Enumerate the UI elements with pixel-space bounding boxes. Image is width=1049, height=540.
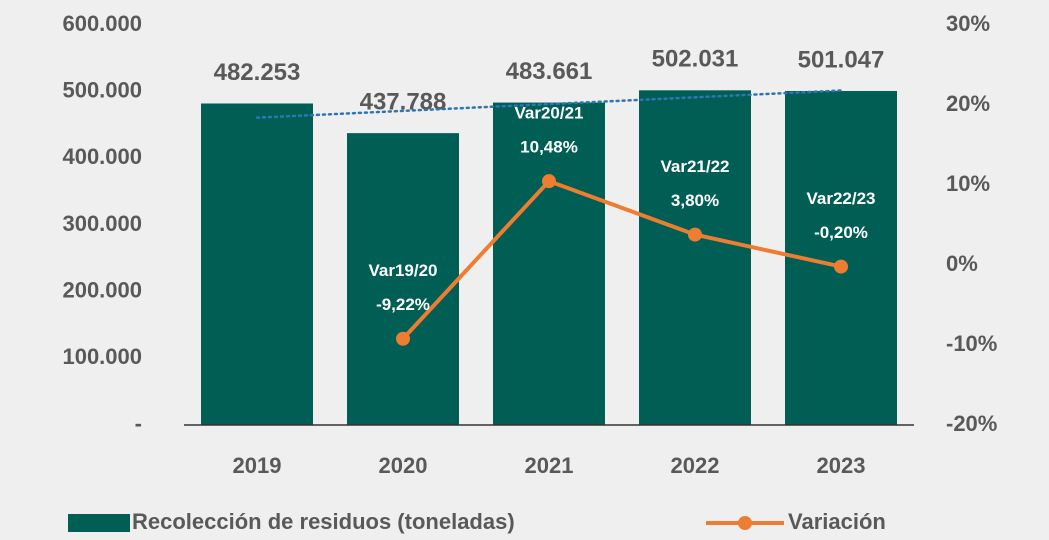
legend-point [738,516,752,530]
bar [639,90,751,425]
bar-value-label: 483.661 [506,58,593,85]
bar-value-label: 501.047 [798,46,885,73]
y2-tick-label: 0% [946,251,978,276]
x-tick-label: 2020 [379,453,428,478]
y-tick-label: 500.000 [62,77,142,102]
point-name-label: Var21/22 [660,157,729,176]
line-point [396,331,410,346]
line [401,178,842,341]
x-tick-label: 2019 [233,453,282,478]
point-name-label: Var20/21 [514,104,583,123]
y-tick-label: 100.000 [62,344,142,369]
line-value-label: -9,22% [376,295,430,314]
line-value-label: 3,80% [671,191,719,210]
y2-tick-label: -10% [946,331,997,356]
bar-value-label: 482.253 [214,59,301,86]
bar-value-label: 502.031 [652,46,739,73]
x-tick-label: 2022 [671,453,720,478]
point-name-label: Var22/23 [806,189,875,208]
trendline [255,89,843,119]
y2-tick-label: -20% [946,411,997,436]
y-tick-label: - [135,411,142,436]
x-tick-label: 2023 [817,453,866,478]
legend-label: Variación [788,509,886,534]
y-tick-label: 600.000 [62,11,142,36]
y-tick-label: 300.000 [62,211,142,236]
line-value-label: -0,20% [814,223,868,242]
legend-label: Recolección de residuos (toneladas) [132,509,515,534]
line-point [688,227,702,242]
line-point [542,174,556,189]
y-tick-label: 200.000 [62,277,142,302]
bar [201,103,313,426]
x-tick-label: 2021 [525,453,574,478]
line-point [834,259,848,274]
bar [493,102,605,426]
line-value-label: 10,48% [520,138,578,157]
point-name-label: Var19/20 [368,261,437,280]
y2-tick-label: 20% [946,91,990,116]
y-tick-label: 400.000 [62,144,142,169]
legend-swatch [68,514,130,532]
y2-tick-label: 30% [946,11,990,36]
bar [347,133,459,425]
y2-tick-label: 10% [946,171,990,196]
